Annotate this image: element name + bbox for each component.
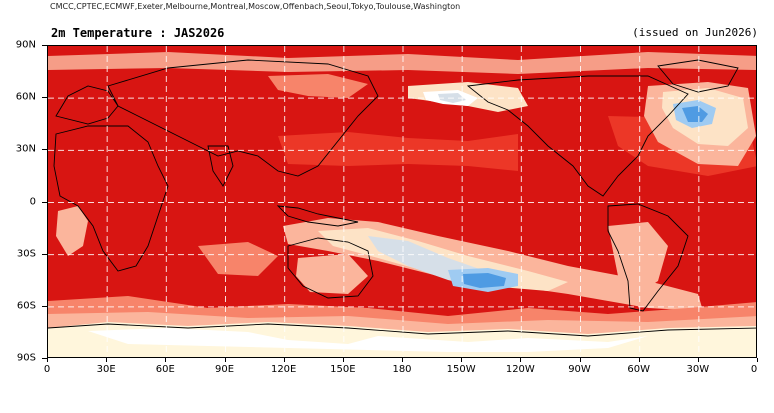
y-tick-label: 60S <box>16 300 36 312</box>
y-tick-label: 0 <box>29 196 36 207</box>
y-tick-label: 90N <box>15 39 36 51</box>
x-tick-mark <box>224 358 226 362</box>
x-tick-mark <box>461 358 463 362</box>
x-tick-mark <box>402 358 403 362</box>
y-tick-label: 30N <box>15 143 36 155</box>
x-tick-label: 60W <box>627 364 650 375</box>
x-tick-label: 90E <box>214 364 235 375</box>
y-tick-label: 30S <box>16 248 36 260</box>
x-tick-mark <box>638 358 640 362</box>
temperature-map <box>47 45 757 358</box>
australia-salmon-patch <box>296 254 368 294</box>
y-tick-mark <box>42 97 47 99</box>
x-tick-label: 0 <box>43 364 51 375</box>
coastline-africa <box>53 125 169 272</box>
coastline-south-america <box>607 203 689 312</box>
x-tick-label: 120E <box>270 364 297 375</box>
north-pacific-red-band <box>278 132 518 171</box>
x-tick-label: 30E <box>96 364 116 375</box>
x-tick-label: 150E <box>330 364 356 375</box>
y-tick-mark <box>42 201 47 203</box>
x-tick-mark <box>579 358 581 362</box>
x-tick-mark <box>165 358 167 362</box>
coastline-asia <box>107 59 379 177</box>
coastline-india <box>207 145 234 187</box>
x-tick-label: 150W <box>446 364 476 375</box>
y-tick-label: 60N <box>15 91 36 103</box>
x-tick-label: 90W <box>568 364 591 375</box>
siberia-orange-patch <box>268 74 368 98</box>
y-tick-mark <box>42 305 47 307</box>
x-tick-mark <box>757 358 758 362</box>
model-sources: CMCC,CPTEC,ECMWF,Exeter,Melbourne,Montre… <box>50 2 461 11</box>
y-tick-mark <box>42 45 47 46</box>
y-tick-mark <box>42 253 47 255</box>
y-tick-mark <box>42 149 47 151</box>
coastline-indonesia <box>276 205 359 227</box>
issued-date: (issued on Jun2026) <box>632 26 758 39</box>
map-title: 2m Temperature : JAS2026 <box>51 26 225 40</box>
x-tick-mark <box>697 358 699 362</box>
south-america-salmon-patch <box>608 222 668 294</box>
pacific-blue-patch <box>463 273 506 288</box>
x-tick-label: 30W <box>686 364 710 375</box>
x-tick-mark <box>47 358 48 362</box>
y-tick-mark <box>42 358 47 359</box>
x-tick-label: 120W <box>505 364 535 375</box>
antarctica-white <box>88 328 648 352</box>
x-tick-label: 0 <box>750 364 758 375</box>
coastline-australia <box>287 237 374 299</box>
coastline-greenland <box>657 59 739 93</box>
indian-ocean-salmon-patch <box>198 242 278 276</box>
coastline-antarctica <box>48 323 756 337</box>
x-tick-mark <box>342 358 344 362</box>
x-tick-mark <box>106 358 108 362</box>
graticule <box>48 46 756 357</box>
x-tick-label: 60E <box>155 364 175 375</box>
x-tick-label: 180 <box>392 364 412 375</box>
y-tick-label: 90S <box>16 352 36 364</box>
x-tick-mark <box>283 358 285 362</box>
north-atlantic-blue-patch <box>682 106 708 122</box>
africa-west-peach-patch <box>56 206 88 256</box>
x-tick-mark <box>520 358 522 362</box>
